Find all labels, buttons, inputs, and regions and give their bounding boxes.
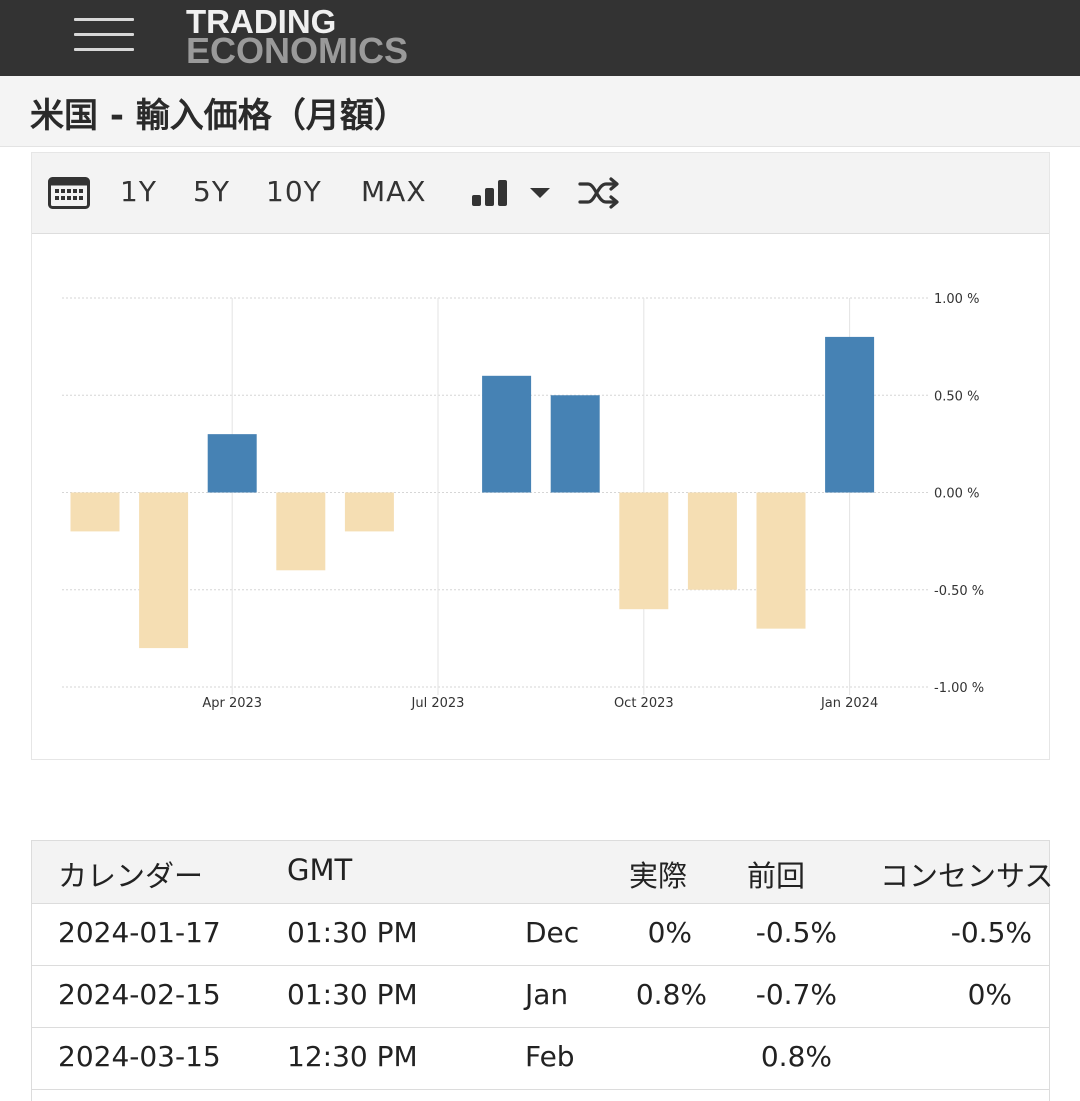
bar	[344, 492, 394, 532]
range-5y-button[interactable]: 5Y	[193, 175, 230, 208]
calendar-table: カレンダー GMT 実際 前回 コンセンサス 2024-01-17 01:30 …	[31, 840, 1053, 1101]
bar	[756, 492, 806, 629]
header-calendar: カレンダー	[58, 859, 204, 893]
row-actual: 0%	[647, 916, 692, 949]
row-time: 12:30 PM	[287, 1040, 418, 1073]
bar	[70, 492, 120, 532]
y-tick-label: 0.00 %	[934, 487, 979, 502]
logo-line-2: ECONOMICS	[186, 30, 409, 72]
page-title: 米国 - 輸入価格（月額）	[30, 96, 408, 136]
row-previous: -0.7%	[755, 978, 837, 1011]
title-bar: 米国 - 輸入価格（月額）	[0, 76, 1080, 147]
calendar-icon[interactable]	[48, 177, 90, 209]
row-time: 01:30 PM	[287, 916, 418, 949]
x-tick-label: Jul 2023	[411, 696, 465, 711]
y-tick-label: -0.50 %	[934, 584, 984, 599]
bar	[687, 492, 737, 590]
row-actual: 0.8%	[635, 978, 707, 1011]
table-row[interactable]: 2024-02-15 01:30 PM Jan 0.8% -0.7% 0%	[32, 966, 1049, 1028]
range-max-button[interactable]: MAX	[361, 175, 427, 208]
calendar-header-row: カレンダー GMT 実際 前回 コンセンサス	[32, 841, 1053, 904]
table-row[interactable]: 2024-03-15 12:30 PM Feb 0.8%	[32, 1028, 1049, 1090]
table-row[interactable]: 2024-01-17 01:30 PM Dec 0% -0.5% -0.5%	[32, 904, 1049, 966]
row-consensus: -0.5%	[950, 916, 1032, 949]
bar-chart-icon[interactable]	[472, 179, 510, 207]
x-tick-label: Oct 2023	[614, 696, 674, 711]
header-previous: 前回	[747, 859, 806, 893]
bar	[825, 336, 875, 493]
bar	[482, 375, 532, 493]
row-consensus: 0%	[967, 978, 1012, 1011]
menu-icon[interactable]	[74, 16, 134, 54]
row-time: 01:30 PM	[287, 978, 418, 1011]
bar	[207, 434, 257, 493]
row-previous: -0.5%	[755, 916, 837, 949]
chart-area: 1.00 % 0.50 % 0.00 % -0.50 % -1.00 % Apr 2023…	[32, 234, 1049, 758]
row-date: 2024-01-17	[58, 916, 221, 949]
row-period: Feb	[525, 1040, 575, 1073]
row-date: 2024-02-15	[58, 978, 221, 1011]
chart-toolbar: 1Y 5Y 10Y MAX	[32, 153, 1049, 234]
row-previous: 0.8%	[760, 1040, 832, 1073]
row-period: Dec	[525, 916, 580, 949]
chart-panel: 1Y 5Y 10Y MAX 1.00 % 0.50 % 0.00 % -0.50 % -…	[31, 152, 1050, 760]
bar	[619, 492, 669, 610]
bar	[276, 492, 326, 571]
row-date: 2024-03-15	[58, 1040, 221, 1073]
y-tick-label: 1.00 %	[934, 292, 979, 307]
row-period: Jan	[525, 978, 569, 1011]
y-tick-label: 0.50 %	[934, 389, 979, 404]
range-1y-button[interactable]: 1Y	[120, 175, 157, 208]
bar	[139, 492, 189, 649]
bar	[550, 395, 600, 493]
site-logo[interactable]: TRADING ECONOMICS	[186, 3, 409, 72]
top-bar: TRADING ECONOMICS	[0, 0, 1080, 76]
x-tick-label: Jan 2024	[820, 696, 878, 711]
caret-down-icon[interactable]	[529, 187, 551, 199]
shuffle-icon[interactable]	[578, 177, 622, 209]
logo-line-1: TRADING	[186, 3, 337, 40]
y-tick-label: -1.00 %	[934, 681, 984, 696]
x-tick-label: Apr 2023	[202, 696, 262, 711]
header-gmt: GMT	[287, 853, 353, 887]
header-consensus: コンセンサス	[880, 859, 1054, 893]
bar-chart: 1.00 % 0.50 % 0.00 % -0.50 % -1.00 % Apr 2023…	[62, 292, 984, 711]
header-actual: 実際	[629, 859, 688, 893]
range-10y-button[interactable]: 10Y	[266, 175, 322, 208]
